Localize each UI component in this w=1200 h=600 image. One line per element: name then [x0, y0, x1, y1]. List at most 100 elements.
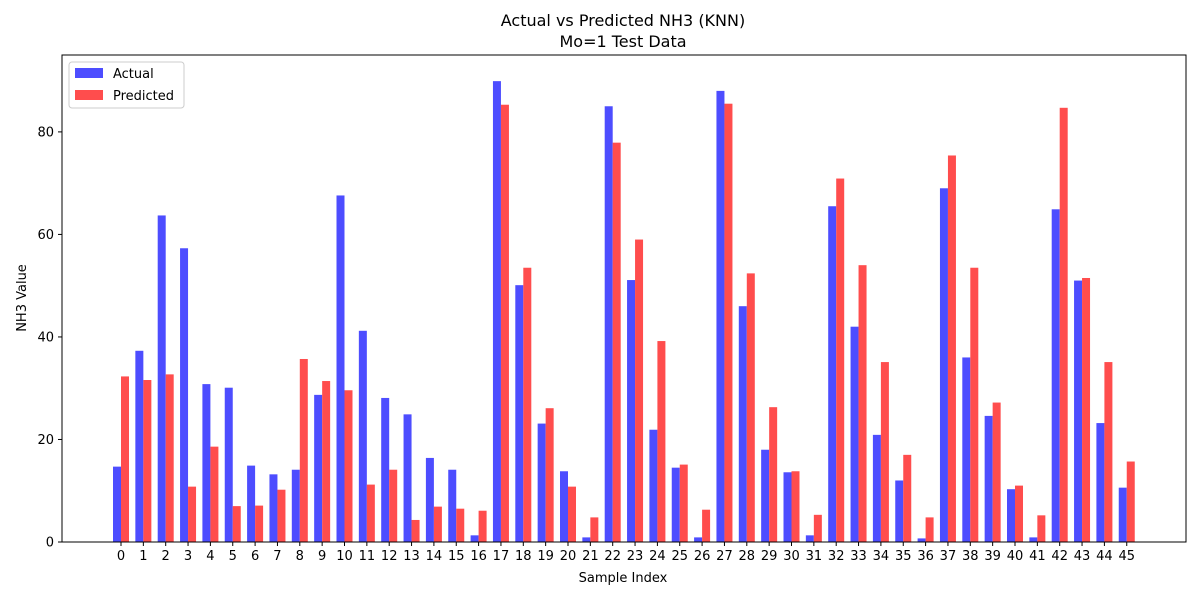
x-tick-label: 19	[537, 549, 554, 564]
bar-actual-32	[828, 206, 837, 543]
bar-actual-14	[425, 457, 434, 542]
bar-predicted-32	[836, 178, 845, 543]
bar-predicted-2	[165, 374, 174, 542]
bar-actual-19	[537, 423, 546, 542]
bar-actual-42	[1051, 209, 1060, 543]
y-axis-label: NH3 Value	[15, 264, 30, 332]
bar-predicted-41	[1037, 515, 1046, 542]
x-axis-label: Sample Index	[579, 571, 668, 586]
x-tick-label: 43	[1074, 549, 1091, 564]
bar-actual-27	[716, 90, 725, 542]
bar-predicted-42	[1059, 107, 1068, 543]
bar-predicted-7	[277, 489, 286, 542]
bar-predicted-8	[299, 358, 308, 542]
legend: Actual Predicted	[68, 61, 185, 109]
bar-actual-33	[850, 326, 859, 542]
bar-predicted-40	[1015, 485, 1023, 542]
x-tick-label: 5	[229, 549, 237, 564]
bar-predicted-29	[769, 407, 778, 542]
legend-swatch-actual	[75, 68, 103, 78]
x-tick-label: 41	[1029, 549, 1046, 564]
bar-predicted-5	[232, 506, 241, 542]
x-tick-label: 37	[940, 549, 957, 564]
bar-actual-13	[403, 414, 412, 542]
bar-predicted-33	[858, 265, 867, 542]
x-tick-label: 28	[739, 549, 756, 564]
bar-actual-20	[560, 471, 568, 542]
x-tick-label: 12	[381, 549, 398, 564]
bar-actual-3	[180, 248, 189, 542]
bar-actual-30	[783, 472, 792, 542]
bar-predicted-15	[456, 508, 465, 542]
bar-predicted-39	[992, 402, 1001, 542]
bar-actual-37	[939, 188, 948, 542]
bar-predicted-18	[523, 267, 532, 542]
x-tick-label: 29	[761, 549, 778, 564]
bar-predicted-17	[500, 104, 509, 542]
x-tick-label: 17	[493, 549, 510, 564]
chart-subtitle: Mo=1 Test Data	[559, 32, 686, 51]
bar-predicted-31	[813, 514, 822, 542]
y-tick-label: 60	[37, 228, 54, 243]
x-tick-label: 10	[336, 549, 353, 564]
bar-actual-9	[314, 394, 323, 542]
bar-actual-25	[671, 467, 680, 542]
bar-predicted-36	[925, 517, 934, 542]
bar-predicted-35	[903, 454, 912, 542]
bar-actual-15	[448, 469, 457, 542]
bar-actual-36	[917, 538, 926, 542]
x-tick-label: 15	[448, 549, 465, 564]
bar-actual-8	[291, 469, 300, 542]
bar-predicted-12	[389, 469, 398, 542]
bar-predicted-28	[746, 273, 755, 542]
bar-actual-7	[269, 474, 278, 542]
x-tick-label: 0	[117, 549, 125, 564]
x-tick-label: 3	[184, 549, 192, 564]
bar-predicted-25	[679, 464, 688, 542]
x-tick-label: 6	[251, 549, 259, 564]
bar-predicted-21	[590, 517, 599, 542]
plot-frame	[61, 54, 1187, 543]
bar-predicted-44	[1104, 362, 1113, 542]
bar-actual-12	[381, 397, 390, 542]
bar-predicted-24	[657, 341, 666, 542]
bar-actual-17	[492, 81, 501, 542]
x-tick-label: 1	[139, 549, 147, 564]
x-tick-label: 26	[694, 549, 711, 564]
bar-predicted-10	[344, 390, 353, 542]
bar-actual-26	[694, 537, 703, 542]
x-tick-label: 33	[850, 549, 867, 564]
bar-actual-18	[515, 285, 524, 542]
y-tick-label: 0	[46, 536, 54, 551]
x-tick-label: 20	[560, 549, 577, 564]
bar-predicted-14	[433, 506, 442, 542]
bar-predicted-30	[791, 471, 800, 542]
x-tick-label: 35	[895, 549, 912, 564]
x-tick-label: 34	[873, 549, 890, 564]
bar-predicted-43	[1082, 277, 1091, 542]
x-tick-label: 8	[296, 549, 304, 564]
legend-label-actual: Actual	[113, 67, 154, 82]
x-tick-label: 38	[962, 549, 979, 564]
bar-actual-24	[649, 429, 658, 542]
bar-actual-28	[738, 306, 747, 542]
bar-predicted-4	[210, 446, 219, 542]
bar-actual-21	[582, 537, 591, 542]
bar-predicted-22	[612, 142, 621, 542]
x-tick-label: 4	[206, 549, 214, 564]
x-tick-label: 31	[806, 549, 823, 564]
x-tick-label: 11	[359, 549, 376, 564]
bar-actual-35	[895, 480, 904, 542]
bar-predicted-6	[255, 505, 264, 542]
y-ticks-group: 0 20 40 60 80	[37, 125, 62, 551]
chart-title: Actual vs Predicted NH3 (KNN)	[501, 11, 745, 30]
bar-actual-6	[247, 465, 256, 542]
bar-actual-31	[805, 535, 814, 542]
bar-predicted-0	[121, 376, 129, 542]
x-tick-label: 14	[426, 549, 443, 564]
bar-actual-38	[962, 357, 971, 542]
bar-predicted-34	[880, 362, 889, 542]
bar-actual-11	[358, 330, 367, 542]
bar-actual-1	[135, 350, 144, 542]
